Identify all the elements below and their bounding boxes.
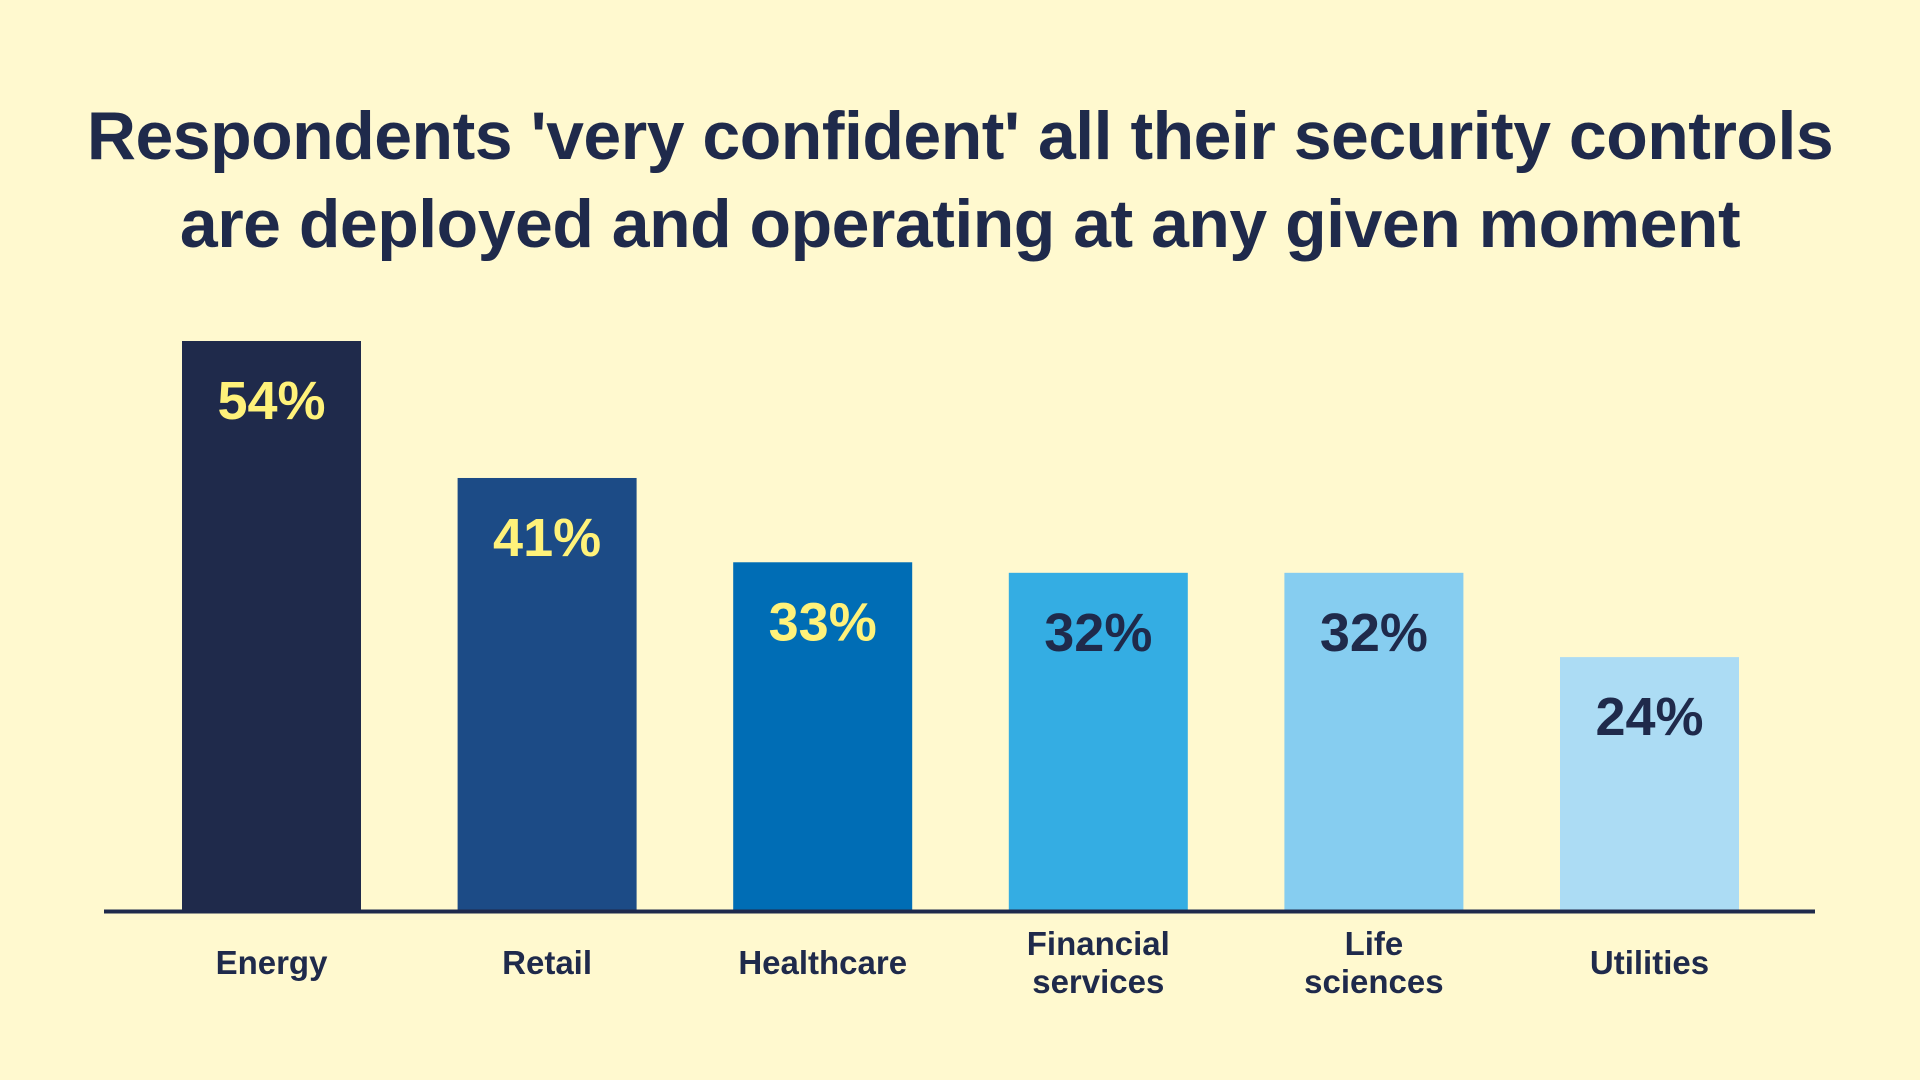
bar-2 (733, 562, 913, 910)
bar-0 (182, 341, 361, 910)
bar-3 (1008, 572, 1188, 910)
bar-4 (1284, 572, 1464, 910)
category-label-1-line-0: Retail (502, 944, 592, 981)
value-label-3: 32% (1044, 603, 1152, 663)
chart-title: Respondents 'very confident' all their s… (60, 92, 1860, 268)
value-label-1: 41% (493, 508, 601, 568)
category-label-0-line-0: Energy (216, 944, 329, 981)
category-label-3: Financial services (1027, 925, 1170, 1000)
value-label-5: 24% (1595, 687, 1703, 747)
category-label-2-line-0: Healthcare (738, 944, 907, 981)
category-label-3-line-1: services (1032, 963, 1164, 1000)
category-label-2: Healthcare (738, 944, 907, 981)
category-label-4: Life sciences (1304, 925, 1443, 1000)
category-label-5-line-0: Utilities (1590, 944, 1709, 981)
value-label-4: 32% (1320, 603, 1428, 663)
category-label-5: Utilities (1590, 944, 1709, 981)
bar-5 (1560, 657, 1739, 910)
category-label-0: Energy (216, 944, 329, 981)
value-label-2: 33% (769, 592, 877, 652)
category-label-1: Retail (502, 944, 592, 981)
category-label-3-line-0: Financial (1027, 925, 1170, 962)
chart-title-line-2: are deployed and operating at any given … (179, 186, 1741, 262)
category-label-4-line-0: Life (1345, 925, 1404, 962)
chart-title-line-1: Respondents 'very confident' all their s… (86, 98, 1834, 174)
bar-1 (457, 477, 637, 910)
value-label-0: 54% (217, 371, 325, 431)
category-label-4-line-1: sciences (1304, 963, 1443, 1000)
